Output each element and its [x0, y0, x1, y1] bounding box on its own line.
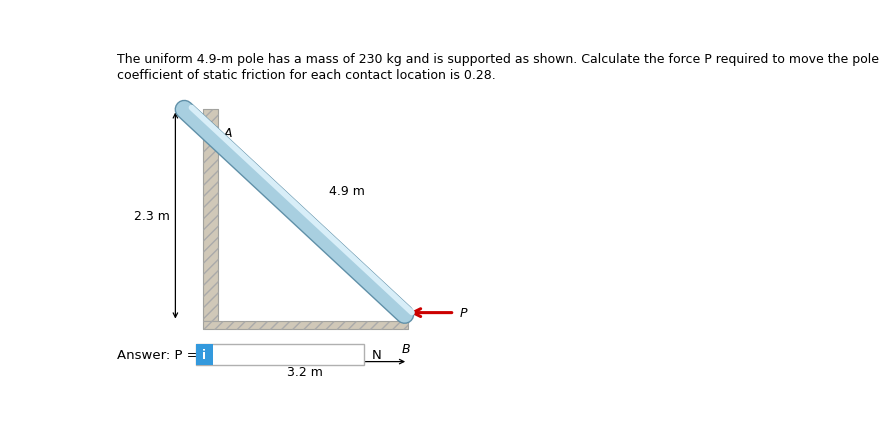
Text: 3.2 m: 3.2 m: [288, 365, 323, 378]
Bar: [203, 110, 218, 322]
Text: 4.9 m: 4.9 m: [328, 184, 365, 198]
Text: The uniform 4.9-m pole has a mass of 230 kg and is supported as shown. Calculate: The uniform 4.9-m pole has a mass of 230…: [117, 53, 883, 66]
Text: B: B: [402, 342, 411, 355]
Bar: [203, 322, 408, 329]
Text: P: P: [460, 306, 468, 320]
Text: N: N: [372, 348, 381, 361]
Bar: [203, 322, 408, 329]
Bar: [203, 110, 218, 322]
Bar: [196, 344, 364, 365]
Text: A: A: [223, 127, 232, 140]
Text: 2.3 m: 2.3 m: [134, 210, 170, 222]
Bar: [196, 344, 213, 365]
Text: i: i: [202, 348, 207, 361]
Text: coefficient of static friction for each contact location is 0.28.: coefficient of static friction for each …: [117, 69, 496, 82]
Text: Answer: P =: Answer: P =: [117, 348, 202, 361]
